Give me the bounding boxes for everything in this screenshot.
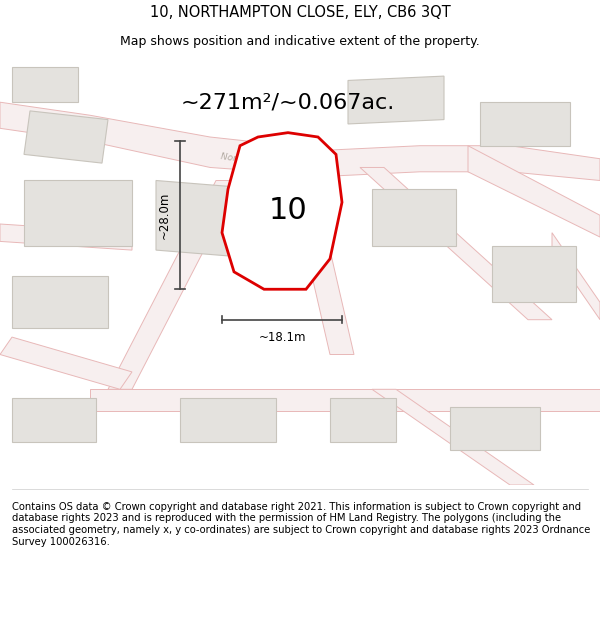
Polygon shape xyxy=(348,76,444,124)
Text: ~271m²/~0.067ac.: ~271m²/~0.067ac. xyxy=(181,92,395,112)
Polygon shape xyxy=(0,102,600,181)
Polygon shape xyxy=(450,407,540,450)
Polygon shape xyxy=(108,181,240,389)
Text: ~18.1m: ~18.1m xyxy=(258,331,306,344)
Polygon shape xyxy=(372,389,534,485)
Text: Contains OS data © Crown copyright and database right 2021. This information is : Contains OS data © Crown copyright and d… xyxy=(12,502,590,547)
Polygon shape xyxy=(12,398,96,441)
Polygon shape xyxy=(222,132,342,289)
Text: Map shows position and indicative extent of the property.: Map shows position and indicative extent… xyxy=(120,34,480,48)
Text: ~28.0m: ~28.0m xyxy=(158,192,171,239)
Polygon shape xyxy=(12,276,108,328)
Polygon shape xyxy=(156,181,264,259)
Polygon shape xyxy=(372,189,456,246)
Polygon shape xyxy=(0,224,132,250)
Polygon shape xyxy=(360,168,552,320)
Polygon shape xyxy=(492,246,576,302)
Polygon shape xyxy=(468,146,600,237)
Text: 10: 10 xyxy=(269,196,307,226)
Polygon shape xyxy=(480,102,570,146)
Polygon shape xyxy=(24,111,108,163)
Text: 10, NORTHAMPTON CLOSE, ELY, CB6 3QT: 10, NORTHAMPTON CLOSE, ELY, CB6 3QT xyxy=(149,5,451,20)
Text: Northampton Close: Northampton Close xyxy=(220,152,308,174)
Polygon shape xyxy=(24,181,132,246)
Polygon shape xyxy=(552,232,600,320)
Polygon shape xyxy=(330,398,396,441)
Polygon shape xyxy=(180,398,276,441)
Polygon shape xyxy=(90,389,600,411)
Polygon shape xyxy=(0,337,132,389)
Polygon shape xyxy=(12,68,78,102)
Polygon shape xyxy=(288,172,354,354)
